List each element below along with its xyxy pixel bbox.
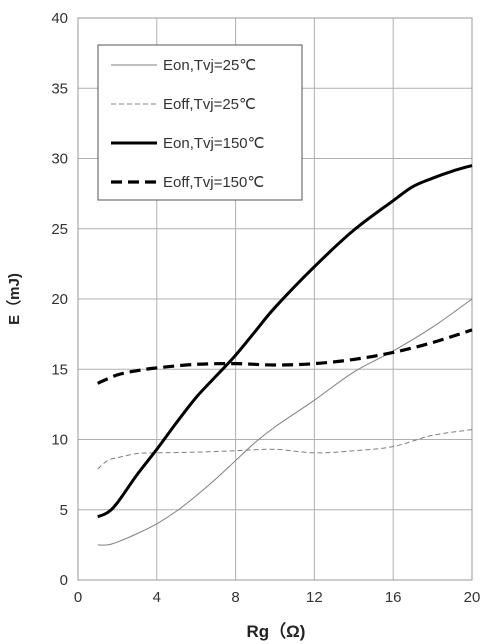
y-tick-label: 0	[60, 572, 68, 589]
legend-items: Eon,Tvj=25℃ Eoff,Tvj=25℃ Eon,Tvj=150℃ Eoff,…	[111, 57, 264, 191]
y-tick-label: 35	[51, 80, 68, 97]
x-tick-label: 12	[306, 589, 323, 606]
y-tick-label: 10	[51, 432, 68, 449]
x-tick-label: 16	[385, 589, 402, 606]
y-tick-label: 40	[51, 10, 68, 27]
y-tick-label: 30	[51, 151, 68, 168]
legend-box	[97, 44, 303, 201]
y-tick-label: 25	[51, 221, 68, 238]
y-tick-label: 20	[51, 291, 68, 308]
x-axis-label: Rg（Ω)	[247, 621, 306, 641]
series-line-3	[97, 164, 473, 519]
legend-label-3: Eon,Tvj=150℃	[163, 135, 264, 152]
x-tick-label: 8	[231, 589, 239, 606]
x-tick-label: 0	[74, 589, 82, 606]
tick-labels: 0 4 8 12 16 20 0 5 10 15 20 25 30 35 40	[51, 10, 480, 606]
x-tick-label: 4	[153, 589, 161, 606]
legend-label-1: Eon,Tvj=25℃	[163, 57, 256, 74]
y-tick-label: 5	[60, 502, 68, 519]
x-tick-label: 20	[464, 589, 481, 606]
legend: Eon,Tvj=25℃ Eoff,Tvj=25℃ Eon,Tvj=150℃ Eoff,…	[97, 44, 303, 201]
legend-label-2: Eoff,Tvj=25℃	[163, 96, 256, 113]
series-line-1	[97, 298, 473, 546]
y-axis-label: E（mJ)	[5, 273, 23, 325]
series-line-2	[97, 429, 473, 470]
series-line-4	[97, 328, 473, 385]
series-lines	[97, 164, 473, 546]
y-tick-label: 15	[51, 361, 68, 378]
legend-label-4: Eoff,Tvj=150℃	[163, 174, 264, 191]
